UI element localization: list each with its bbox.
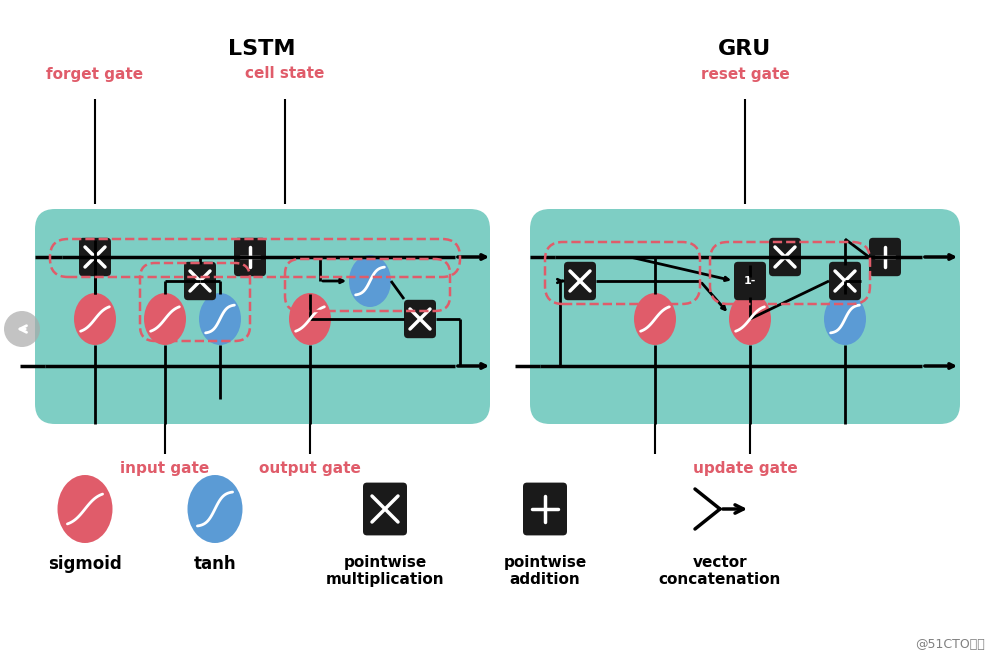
- Ellipse shape: [144, 293, 186, 345]
- Text: 1-: 1-: [743, 276, 757, 286]
- FancyBboxPatch shape: [769, 238, 801, 276]
- Text: input gate: input gate: [121, 461, 209, 476]
- Text: LSTM: LSTM: [228, 39, 296, 59]
- Ellipse shape: [824, 293, 866, 345]
- Ellipse shape: [187, 475, 242, 543]
- Ellipse shape: [57, 475, 113, 543]
- Text: pointwise
addition: pointwise addition: [503, 555, 586, 587]
- FancyBboxPatch shape: [564, 262, 596, 301]
- Text: pointwise
multiplication: pointwise multiplication: [326, 555, 445, 587]
- Text: reset gate: reset gate: [700, 67, 790, 82]
- Text: update gate: update gate: [692, 461, 798, 476]
- Text: @51CTO博客: @51CTO博客: [915, 637, 985, 650]
- FancyBboxPatch shape: [523, 482, 567, 535]
- Text: vector
concatenation: vector concatenation: [659, 555, 782, 587]
- Text: cell state: cell state: [245, 67, 325, 82]
- FancyBboxPatch shape: [35, 209, 490, 424]
- FancyBboxPatch shape: [869, 238, 901, 276]
- Text: sigmoid: sigmoid: [48, 555, 122, 573]
- FancyBboxPatch shape: [184, 262, 216, 301]
- Ellipse shape: [289, 293, 331, 345]
- FancyBboxPatch shape: [734, 262, 766, 301]
- Ellipse shape: [199, 293, 241, 345]
- FancyBboxPatch shape: [363, 482, 407, 535]
- Text: tanh: tanh: [194, 555, 236, 573]
- Ellipse shape: [634, 293, 676, 345]
- Text: forget gate: forget gate: [46, 67, 144, 82]
- FancyBboxPatch shape: [829, 262, 861, 301]
- FancyBboxPatch shape: [79, 238, 111, 276]
- FancyBboxPatch shape: [404, 300, 436, 338]
- FancyBboxPatch shape: [530, 209, 960, 424]
- FancyBboxPatch shape: [234, 238, 266, 276]
- Text: GRU: GRU: [718, 39, 772, 59]
- Ellipse shape: [349, 255, 391, 307]
- Circle shape: [4, 311, 40, 347]
- Ellipse shape: [729, 293, 771, 345]
- Ellipse shape: [74, 293, 116, 345]
- Text: output gate: output gate: [260, 461, 361, 476]
